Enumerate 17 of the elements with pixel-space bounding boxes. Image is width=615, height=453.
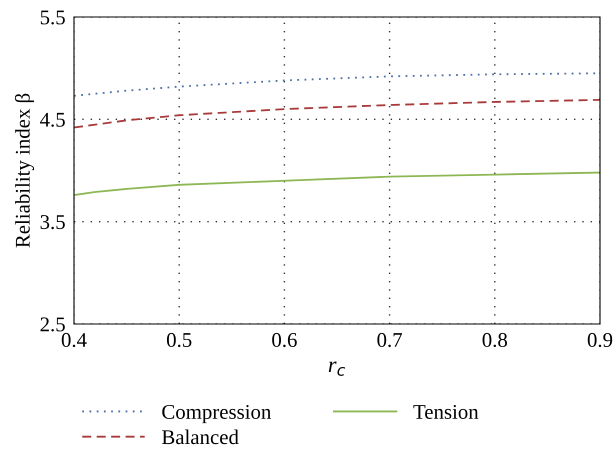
y-tick-label: 5.5 xyxy=(40,10,65,25)
legend-label: Balanced xyxy=(162,430,239,444)
x-tick-label: 0.4 xyxy=(62,332,87,348)
line-series xyxy=(74,172,600,196)
y-tick-label: 3.5 xyxy=(40,215,65,230)
x-tick-label: 0.8 xyxy=(482,332,508,348)
y-tick-label: 4.5 xyxy=(40,112,65,127)
y-axis-title: Reliability index β xyxy=(14,94,34,248)
x-tick-label: 0.6 xyxy=(272,332,297,348)
x-tick-label: 0.7 xyxy=(377,332,402,348)
legend-label: Tension xyxy=(413,404,478,419)
x-axis-title: r$_{c}$ xyxy=(328,362,346,376)
legend-label: Compression xyxy=(162,404,272,424)
x-tick-label: 0.9 xyxy=(588,332,612,348)
y-tick-label: 2.5 xyxy=(40,317,65,332)
line-series xyxy=(74,98,600,128)
x-tick-label: 0.5 xyxy=(166,332,192,348)
